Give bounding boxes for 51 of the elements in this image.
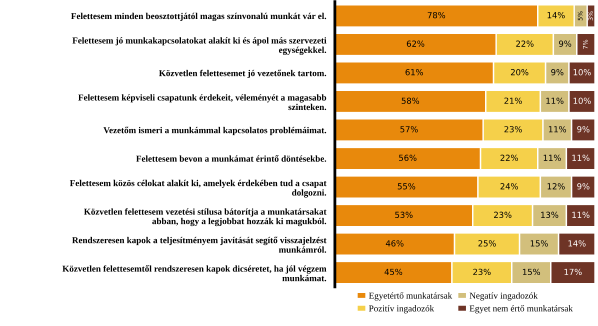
y-tick-label: Felettesem közös célokat alakít ki, amelyek érdekében tud a csapat dolgozni.	[70, 180, 327, 198]
data-label: 53%	[395, 212, 413, 218]
data-label: 11%	[572, 154, 590, 161]
data-label: 11%	[572, 212, 590, 218]
data-label: 24%	[500, 183, 518, 190]
data-label: 9%	[577, 126, 590, 132]
data-label: 22%	[500, 154, 518, 161]
data-label: 9%	[577, 183, 590, 190]
data-label: 11%	[544, 154, 561, 161]
data-label: 78%	[428, 12, 446, 18]
data-label: 15%	[530, 240, 548, 247]
data-label: 10%	[574, 98, 591, 104]
data-label: 21%	[504, 98, 522, 104]
y-tick-label: Közvetlen felettesemtől rendszeresen kapok dicséretet, ha jól végzem munkámat.	[62, 265, 326, 282]
y-tick-label: Rendszeresen kapok a teljesítményem javítását segítő visszajelzést munkámról.	[72, 236, 327, 253]
legend-label: Pozitív ingadozók	[368, 305, 434, 314]
data-label: 14%	[548, 12, 565, 18]
data-label: 23%	[504, 126, 522, 132]
data-label: 61%	[406, 69, 424, 76]
data-label: 14%	[568, 240, 586, 247]
data-label: 13%	[541, 212, 558, 218]
y-tick-label: Közvetlen felettesemet jó vezetőnek tartom.	[159, 70, 326, 78]
y-tick-label: Felettesem minden beosztottjától magas színvonalú munkát vár el.	[71, 12, 326, 22]
y-tick-label: Felettesem jó munkakapcsolatokat alakít ki és ápol más szervezeti egységekkel.	[72, 37, 326, 55]
data-label: 57%	[400, 126, 418, 132]
data-label: 15%	[522, 268, 540, 276]
data-label: 58%	[402, 98, 420, 104]
legend-label: Egyetértő munkatársak	[368, 292, 452, 301]
data-label: 23%	[494, 212, 512, 218]
legend-label: Negatív ingadozók	[470, 292, 538, 301]
data-label: 62%	[406, 40, 424, 47]
data-label: 55%	[398, 183, 416, 190]
y-tick-label: Felettesem bevon a munkámat érintő döntésekbe.	[136, 155, 326, 162]
data-label: 56%	[399, 154, 417, 161]
data-label: 17%	[564, 268, 582, 276]
legend-label: Egyet nem értő munkatársak	[470, 305, 573, 314]
data-label: 11%	[548, 126, 566, 132]
data-label: 25%	[478, 240, 496, 247]
data-label: 9%	[559, 40, 572, 47]
y-tick-label: Vezetőm ismeri a munkámmal kapcsolatos problémáimat.	[103, 126, 326, 136]
data-label: 9%	[551, 69, 564, 76]
y-tick-label: Felettesem képviseli csapatunk érdekeit, véleményét a magasabb szinteken.	[78, 94, 326, 110]
data-label: 11%	[546, 98, 564, 104]
y-tick-label: Közvetlen felettesem vezetési stílusa bátorítja a munkatársakat abban, hogy a legjobbat hozzák ki magukból.	[84, 208, 327, 226]
data-label: 10%	[574, 69, 591, 76]
data-label: 12%	[548, 183, 565, 190]
data-label: 22%	[516, 40, 534, 47]
data-label: 23%	[473, 268, 491, 276]
data-label: 46%	[386, 240, 404, 247]
data-label: 20%	[510, 69, 528, 76]
data-label: 45%	[384, 268, 402, 276]
